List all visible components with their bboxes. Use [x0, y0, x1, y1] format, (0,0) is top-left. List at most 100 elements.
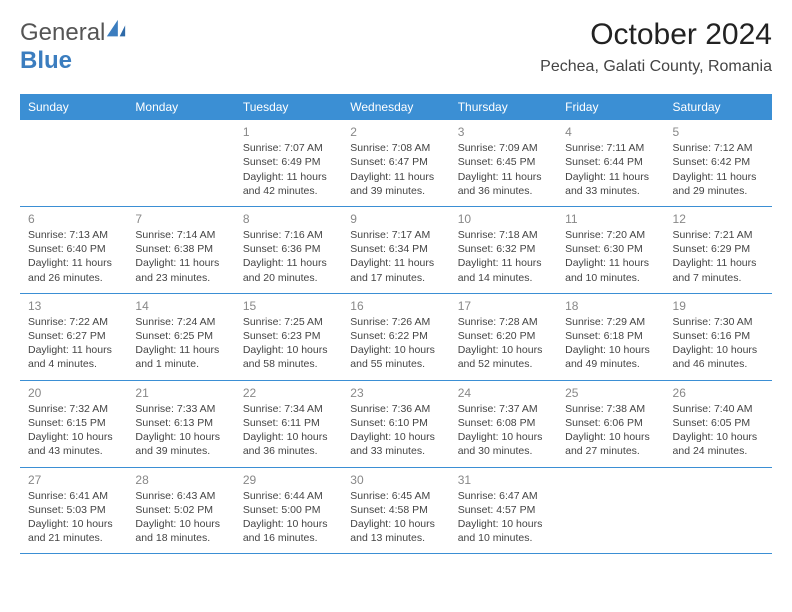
sunrise: Sunrise: 7:30 AM — [673, 315, 764, 329]
sail-icon — [105, 18, 127, 40]
day-cell: 31Sunrise: 6:47 AMSunset: 4:57 PMDayligh… — [450, 468, 557, 554]
daylight: Daylight: 10 hours and 18 minutes. — [135, 517, 226, 545]
day-cell: 5Sunrise: 7:12 AMSunset: 6:42 PMDaylight… — [665, 120, 772, 206]
sunset: Sunset: 6:25 PM — [135, 329, 226, 343]
sunrise: Sunrise: 7:33 AM — [135, 402, 226, 416]
sunrise: Sunrise: 7:25 AM — [243, 315, 334, 329]
day-cell: 25Sunrise: 7:38 AMSunset: 6:06 PMDayligh… — [557, 381, 664, 467]
sunrise: Sunrise: 7:20 AM — [565, 228, 656, 242]
day-number: 8 — [243, 211, 334, 227]
day-cell: 27Sunrise: 6:41 AMSunset: 5:03 PMDayligh… — [20, 468, 127, 554]
sunrise: Sunrise: 7:21 AM — [673, 228, 764, 242]
month-title: October 2024 — [540, 18, 772, 52]
sunrise: Sunrise: 6:44 AM — [243, 489, 334, 503]
sunrise: Sunrise: 7:28 AM — [458, 315, 549, 329]
day-number: 21 — [135, 385, 226, 401]
day-number: 5 — [673, 124, 764, 140]
sunrise: Sunrise: 7:26 AM — [350, 315, 441, 329]
logo-text-2: Blue — [20, 47, 72, 74]
day-cell: 22Sunrise: 7:34 AMSunset: 6:11 PMDayligh… — [235, 381, 342, 467]
day-number: 6 — [28, 211, 119, 227]
day-number: 31 — [458, 472, 549, 488]
sunset: Sunset: 6:22 PM — [350, 329, 441, 343]
sunrise: Sunrise: 7:16 AM — [243, 228, 334, 242]
day-cell: 12Sunrise: 7:21 AMSunset: 6:29 PMDayligh… — [665, 207, 772, 293]
daylight: Daylight: 11 hours and 26 minutes. — [28, 256, 119, 284]
sunrise: Sunrise: 7:17 AM — [350, 228, 441, 242]
day-number: 4 — [565, 124, 656, 140]
sunset: Sunset: 6:05 PM — [673, 416, 764, 430]
sunset: Sunset: 6:15 PM — [28, 416, 119, 430]
sunrise: Sunrise: 6:43 AM — [135, 489, 226, 503]
sunrise: Sunrise: 6:41 AM — [28, 489, 119, 503]
daylight: Daylight: 10 hours and 27 minutes. — [565, 430, 656, 458]
day-number: 9 — [350, 211, 441, 227]
day-cell: 10Sunrise: 7:18 AMSunset: 6:32 PMDayligh… — [450, 207, 557, 293]
daylight: Daylight: 11 hours and 1 minute. — [135, 343, 226, 371]
daylight: Daylight: 11 hours and 7 minutes. — [673, 256, 764, 284]
daylight: Daylight: 11 hours and 33 minutes. — [565, 170, 656, 198]
sunset: Sunset: 6:13 PM — [135, 416, 226, 430]
sunrise: Sunrise: 7:32 AM — [28, 402, 119, 416]
daylight: Daylight: 10 hours and 21 minutes. — [28, 517, 119, 545]
sunrise: Sunrise: 7:18 AM — [458, 228, 549, 242]
sunrise: Sunrise: 7:13 AM — [28, 228, 119, 242]
day-number: 25 — [565, 385, 656, 401]
day-cell: 21Sunrise: 7:33 AMSunset: 6:13 PMDayligh… — [127, 381, 234, 467]
sunset: Sunset: 6:08 PM — [458, 416, 549, 430]
day-number: 19 — [673, 298, 764, 314]
sunrise: Sunrise: 7:24 AM — [135, 315, 226, 329]
sunset: Sunset: 4:57 PM — [458, 503, 549, 517]
sunset: Sunset: 5:02 PM — [135, 503, 226, 517]
sunset: Sunset: 6:44 PM — [565, 155, 656, 169]
empty-cell — [127, 120, 234, 206]
calendar: SundayMondayTuesdayWednesdayThursdayFrid… — [20, 94, 772, 554]
title-block: October 2024 Pechea, Galati County, Roma… — [540, 18, 772, 76]
daylight: Daylight: 11 hours and 29 minutes. — [673, 170, 764, 198]
sunset: Sunset: 6:47 PM — [350, 155, 441, 169]
sunset: Sunset: 6:34 PM — [350, 242, 441, 256]
logo-text-1: General — [20, 19, 105, 46]
sunset: Sunset: 6:10 PM — [350, 416, 441, 430]
day-cell: 20Sunrise: 7:32 AMSunset: 6:15 PMDayligh… — [20, 381, 127, 467]
daylight: Daylight: 11 hours and 39 minutes. — [350, 170, 441, 198]
day-cell: 30Sunrise: 6:45 AMSunset: 4:58 PMDayligh… — [342, 468, 449, 554]
sunrise: Sunrise: 7:14 AM — [135, 228, 226, 242]
week-row: 27Sunrise: 6:41 AMSunset: 5:03 PMDayligh… — [20, 468, 772, 555]
sunrise: Sunrise: 7:38 AM — [565, 402, 656, 416]
daylight: Daylight: 10 hours and 52 minutes. — [458, 343, 549, 371]
sunrise: Sunrise: 7:12 AM — [673, 141, 764, 155]
sunset: Sunset: 6:18 PM — [565, 329, 656, 343]
day-cell: 2Sunrise: 7:08 AMSunset: 6:47 PMDaylight… — [342, 120, 449, 206]
weekday-label: Tuesday — [235, 94, 342, 120]
sunrise: Sunrise: 6:45 AM — [350, 489, 441, 503]
sunrise: Sunrise: 7:40 AM — [673, 402, 764, 416]
daylight: Daylight: 11 hours and 23 minutes. — [135, 256, 226, 284]
daylight: Daylight: 10 hours and 55 minutes. — [350, 343, 441, 371]
sunset: Sunset: 6:06 PM — [565, 416, 656, 430]
daylight: Daylight: 11 hours and 42 minutes. — [243, 170, 334, 198]
day-number: 27 — [28, 472, 119, 488]
sunset: Sunset: 6:32 PM — [458, 242, 549, 256]
sunset: Sunset: 6:30 PM — [565, 242, 656, 256]
daylight: Daylight: 11 hours and 14 minutes. — [458, 256, 549, 284]
day-number: 15 — [243, 298, 334, 314]
daylight: Daylight: 10 hours and 10 minutes. — [458, 517, 549, 545]
day-cell: 11Sunrise: 7:20 AMSunset: 6:30 PMDayligh… — [557, 207, 664, 293]
day-number: 17 — [458, 298, 549, 314]
weeks-container: 1Sunrise: 7:07 AMSunset: 6:49 PMDaylight… — [20, 120, 772, 554]
day-cell: 29Sunrise: 6:44 AMSunset: 5:00 PMDayligh… — [235, 468, 342, 554]
sunrise: Sunrise: 6:47 AM — [458, 489, 549, 503]
day-cell: 6Sunrise: 7:13 AMSunset: 6:40 PMDaylight… — [20, 207, 127, 293]
sunset: Sunset: 5:00 PM — [243, 503, 334, 517]
daylight: Daylight: 11 hours and 20 minutes. — [243, 256, 334, 284]
day-number: 13 — [28, 298, 119, 314]
day-cell: 15Sunrise: 7:25 AMSunset: 6:23 PMDayligh… — [235, 294, 342, 380]
weekday-label: Thursday — [450, 94, 557, 120]
sunrise: Sunrise: 7:07 AM — [243, 141, 334, 155]
daylight: Daylight: 11 hours and 36 minutes. — [458, 170, 549, 198]
day-number: 20 — [28, 385, 119, 401]
day-cell: 26Sunrise: 7:40 AMSunset: 6:05 PMDayligh… — [665, 381, 772, 467]
sunset: Sunset: 4:58 PM — [350, 503, 441, 517]
sunrise: Sunrise: 7:34 AM — [243, 402, 334, 416]
